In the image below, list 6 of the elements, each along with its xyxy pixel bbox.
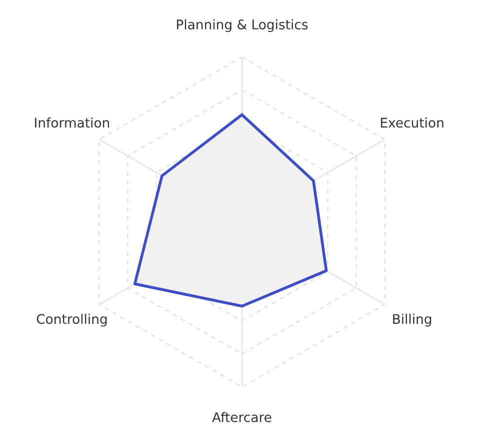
spoke-label: Execution [380, 117, 444, 128]
spoke-label: Controlling [36, 314, 107, 327]
spoke-label: Information [35, 117, 110, 128]
spoke-label: Billing [393, 314, 432, 327]
spoke-label: Planning & Logistics [177, 19, 308, 32]
spoke-label: Aftercare [212, 412, 272, 422]
